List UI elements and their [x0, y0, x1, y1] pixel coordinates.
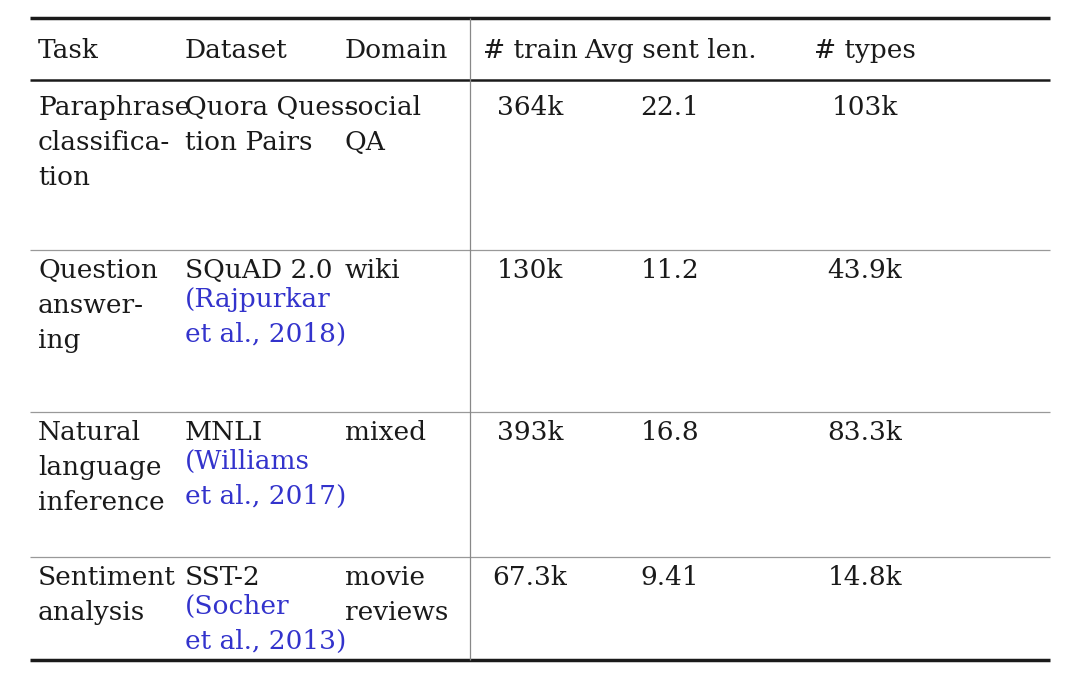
- Text: mixed: mixed: [345, 420, 426, 445]
- Text: Sentiment
analysis: Sentiment analysis: [38, 565, 176, 625]
- Text: 16.8: 16.8: [640, 420, 700, 445]
- Text: # types: # types: [814, 37, 916, 62]
- Text: 130k: 130k: [497, 258, 563, 283]
- Text: (Socher
et al., 2013): (Socher et al., 2013): [185, 594, 347, 654]
- Text: 14.8k: 14.8k: [827, 565, 902, 590]
- Text: movie
reviews: movie reviews: [345, 565, 448, 625]
- Text: social
QA: social QA: [345, 95, 422, 155]
- Text: 9.41: 9.41: [640, 565, 700, 590]
- Text: MNLI: MNLI: [185, 420, 264, 445]
- Text: SQuAD 2.0: SQuAD 2.0: [185, 258, 333, 283]
- Text: 43.9k: 43.9k: [827, 258, 903, 283]
- Text: # train: # train: [483, 37, 578, 62]
- Text: 103k: 103k: [832, 95, 899, 120]
- Text: Avg sent len.: Avg sent len.: [583, 37, 756, 62]
- Text: 11.2: 11.2: [640, 258, 700, 283]
- Text: 83.3k: 83.3k: [827, 420, 903, 445]
- Text: Paraphrase
classifica-
tion: Paraphrase classifica- tion: [38, 95, 190, 190]
- Text: 393k: 393k: [497, 420, 564, 445]
- Text: 22.1: 22.1: [640, 95, 700, 120]
- Text: Question
answer-
ing: Question answer- ing: [38, 258, 158, 353]
- Text: Quora Ques-
tion Pairs: Quora Ques- tion Pairs: [185, 95, 353, 155]
- Text: SST-2: SST-2: [185, 565, 260, 590]
- Text: 364k: 364k: [497, 95, 563, 120]
- Text: Natural
language
inference: Natural language inference: [38, 420, 164, 515]
- Text: (Williams
et al., 2017): (Williams et al., 2017): [185, 449, 347, 509]
- Text: wiki: wiki: [345, 258, 401, 283]
- Text: 67.3k: 67.3k: [492, 565, 567, 590]
- Text: (Rajpurkar
et al., 2018): (Rajpurkar et al., 2018): [185, 287, 347, 347]
- Text: Domain: Domain: [345, 37, 448, 62]
- Text: Dataset: Dataset: [185, 37, 287, 62]
- Text: Task: Task: [38, 37, 99, 62]
